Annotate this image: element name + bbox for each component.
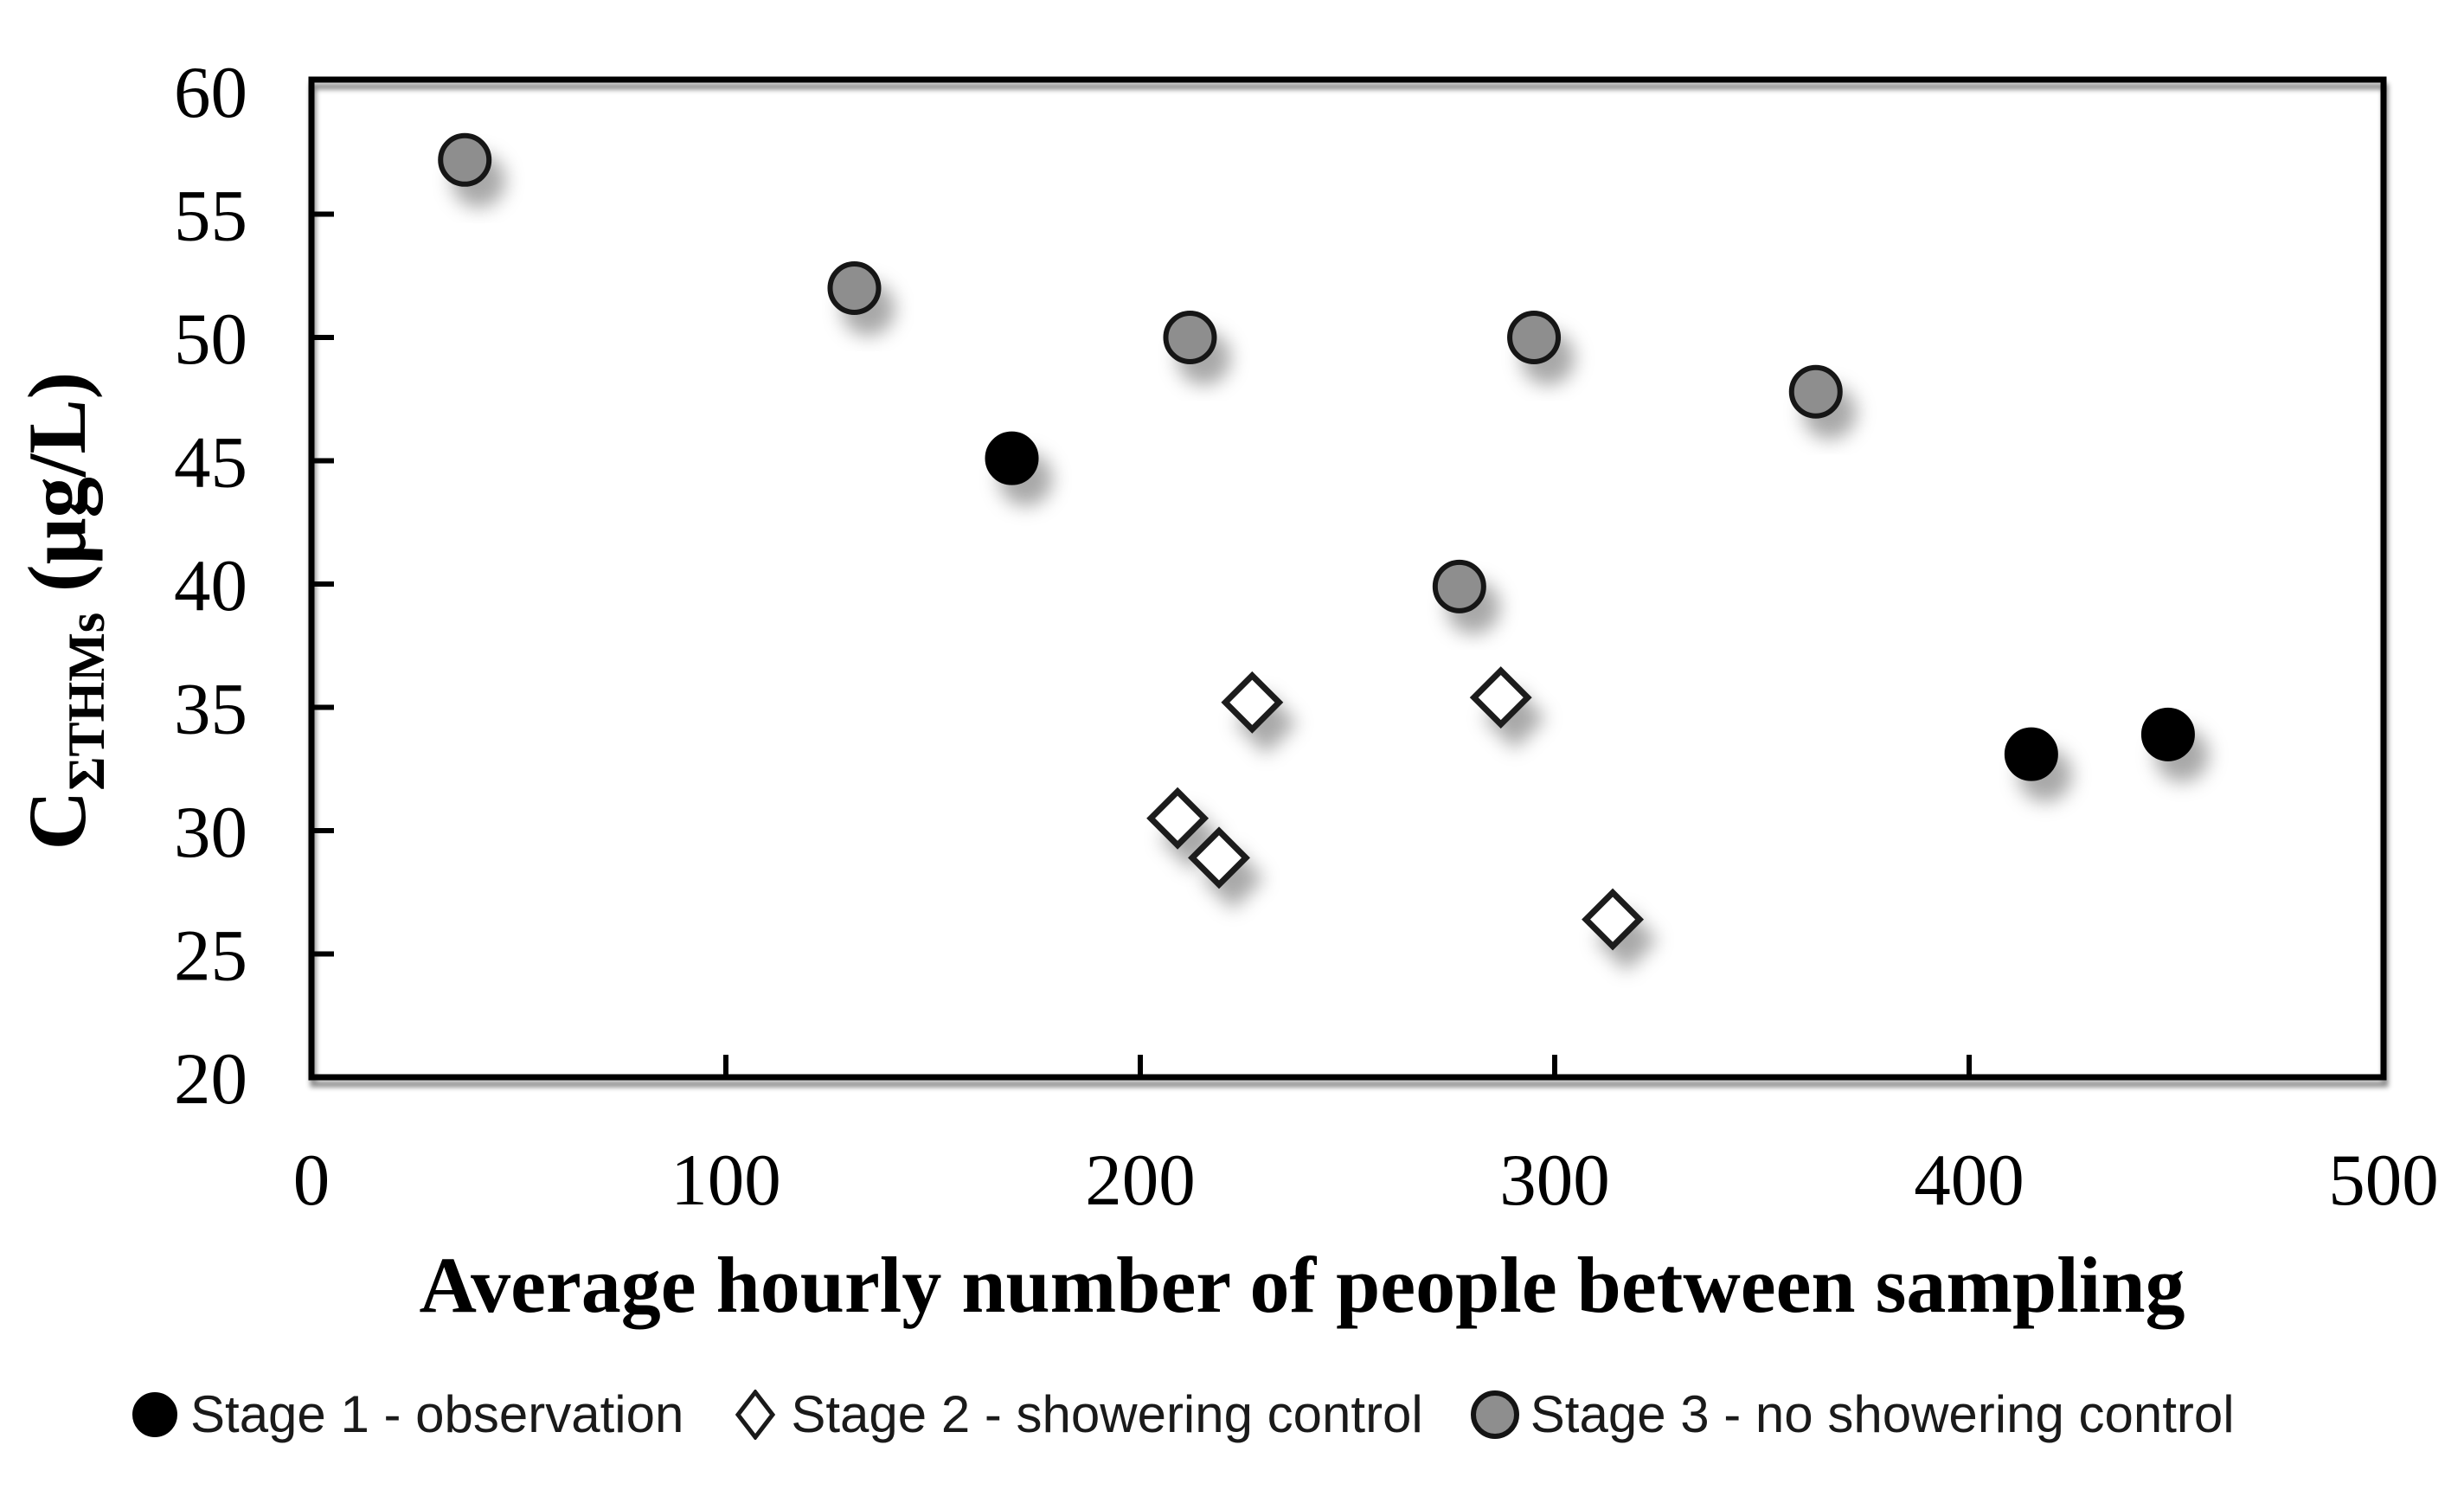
- data-point-series1: [2140, 707, 2195, 761]
- y-tick-label: 55: [174, 176, 247, 257]
- x-tick-label: 500: [2328, 1140, 2439, 1221]
- x-tick-label: 200: [1085, 1140, 1196, 1221]
- data-point-series2: [1188, 826, 1250, 889]
- axes: [308, 76, 2387, 1081]
- legend-item-stage2: Stage 2 - showering control: [730, 1384, 1423, 1444]
- data-point-series1: [2004, 727, 2058, 781]
- y-tick-label: 30: [174, 792, 247, 873]
- data-point-series3: [438, 132, 492, 187]
- data-point-series2: [1582, 888, 1645, 951]
- y-tick-label: 50: [174, 299, 247, 380]
- stage1-circle-icon: [132, 1391, 177, 1437]
- data-point-series3: [1788, 364, 1843, 419]
- legend-label-stage2: Stage 2 - showering control: [791, 1385, 1423, 1443]
- tick-labels: 20 25 30 35 40 45 50 55 60 0 100 200 300 400 500: [174, 52, 2439, 1221]
- data-points: [438, 132, 2195, 951]
- x-tick-label: 300: [1499, 1140, 1610, 1221]
- y-axis-title: CΣTHMs (μg/L): [11, 372, 115, 851]
- legend-marker-shape: [132, 1391, 177, 1437]
- y-tick-label: 35: [174, 669, 247, 750]
- legend-marker-shape: [1470, 1390, 1519, 1439]
- legend-label-stage3: Stage 3 - no showering control: [1530, 1385, 2235, 1443]
- x-axis-title: Average hourly number of people between …: [420, 1241, 2185, 1329]
- legend-label-stage1: Stage 1 - observation: [190, 1385, 684, 1443]
- y-tick-label: 25: [174, 915, 247, 997]
- legend-item-stage1: Stage 1 - observation: [130, 1384, 683, 1444]
- data-point-series2: [1469, 666, 1532, 729]
- y-tick-label: 40: [174, 545, 247, 626]
- x-tick-label: 100: [671, 1140, 781, 1221]
- chart-canvas: 20 25 30 35 40 45 50 55 60 0 100 200 300 400 500 Avera…: [11, 52, 2439, 1329]
- legend-marker-shape: [735, 1389, 776, 1440]
- legend-item-stage3: Stage 3 - no showering control: [1470, 1384, 2235, 1444]
- stage2-diamond-icon: [735, 1389, 776, 1440]
- data-point-series2: [1221, 671, 1284, 734]
- x-tick-label: 0: [293, 1140, 330, 1221]
- plot-border: [308, 76, 2387, 1081]
- data-point-series3: [1507, 311, 1562, 364]
- data-point-series3: [827, 261, 882, 315]
- y-tick-label: 60: [174, 52, 247, 133]
- data-point-series2: [1146, 787, 1210, 850]
- chart-legend: Stage 1 - observation Stage 2 - showerin…: [130, 1384, 2235, 1444]
- data-point-series3: [1432, 559, 1486, 613]
- data-point-series3: [1163, 311, 1217, 364]
- y-tick-label: 45: [174, 422, 247, 504]
- y-tick-label: 20: [174, 1038, 247, 1120]
- stage3-circle-icon: [1470, 1390, 1519, 1439]
- data-point-series1: [985, 431, 1039, 485]
- x-tick-label: 400: [1914, 1140, 2024, 1221]
